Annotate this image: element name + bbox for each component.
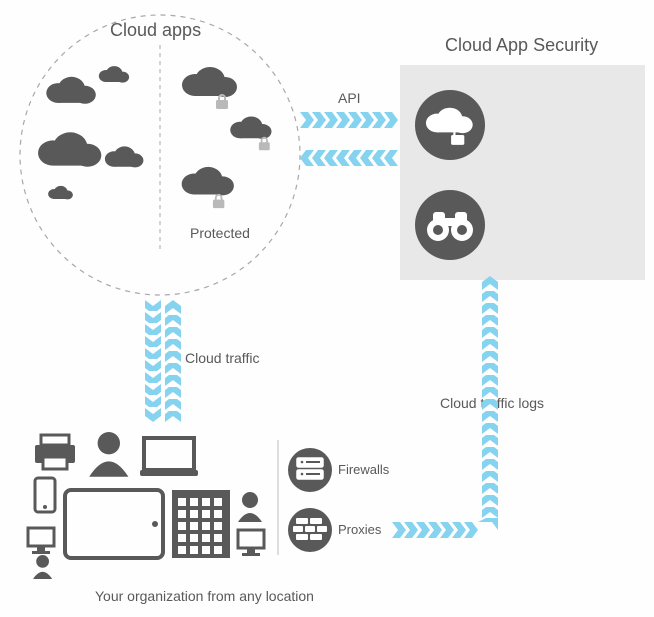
cloud-traffic-logs-arrow xyxy=(392,276,498,538)
cloud-discovery-icon xyxy=(415,190,485,260)
org-devices xyxy=(28,432,264,579)
app-connectors-icon xyxy=(415,90,485,160)
cloud-traffic-arrow xyxy=(145,299,181,423)
firewalls-icon xyxy=(288,448,332,492)
proxies-icon xyxy=(288,508,332,552)
api-arrow xyxy=(300,112,398,166)
unprotected-clouds xyxy=(38,66,143,199)
diagram-canvas xyxy=(0,0,654,617)
protected-clouds xyxy=(182,67,272,208)
